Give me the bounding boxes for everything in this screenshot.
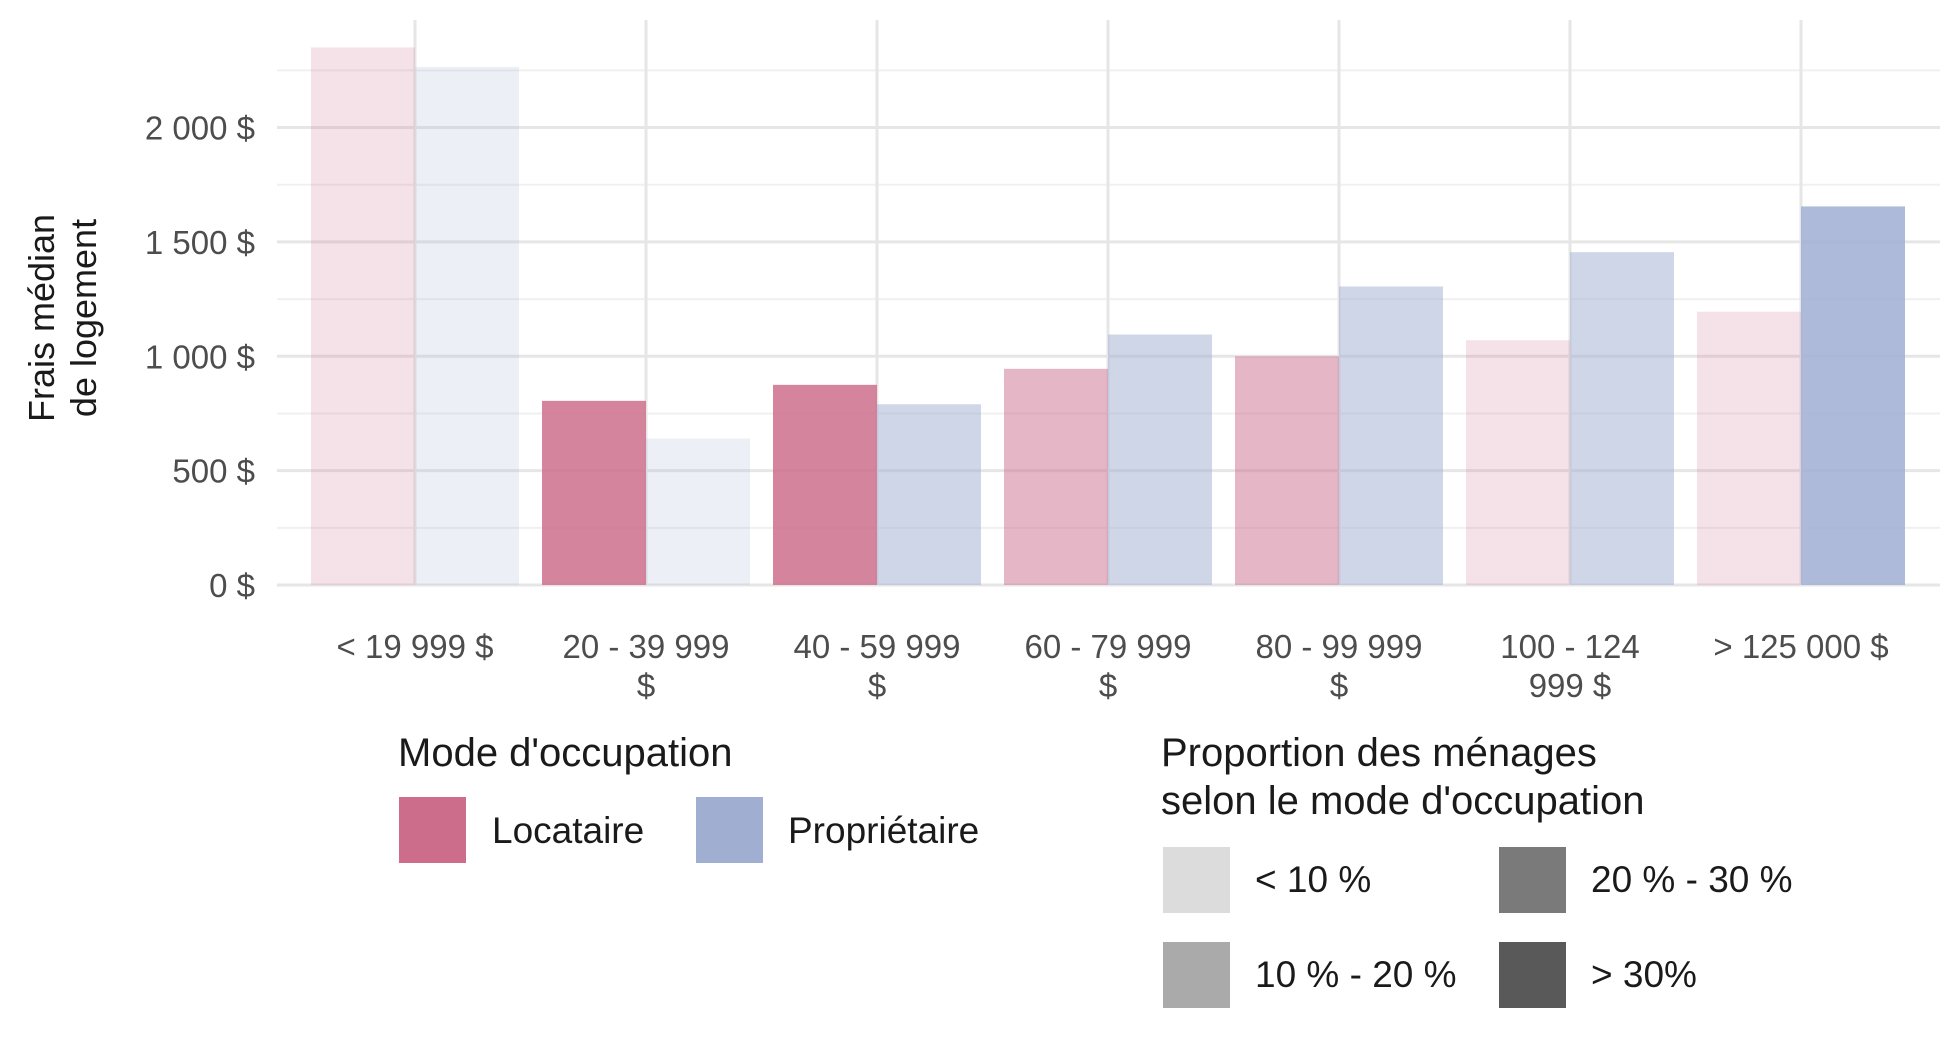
bar-locataire-6 bbox=[1697, 311, 1801, 585]
legend-label: Locataire bbox=[492, 810, 644, 851]
bar-locataire-1 bbox=[542, 400, 646, 585]
x-tick-label: 100 - 124 bbox=[1500, 628, 1639, 665]
y-tick-label: 1 000 $ bbox=[145, 338, 255, 375]
legend-proportion-label: 10 % - 20 % bbox=[1255, 954, 1457, 995]
x-tick-label: $ bbox=[1330, 667, 1348, 704]
x-tick-label: $ bbox=[637, 667, 655, 704]
bar-propri-taire-1 bbox=[646, 438, 750, 585]
y-axis: 0 $ 500 $ 1 000 $ 1 500 $ 2 000 $ bbox=[145, 110, 255, 605]
x-tick-label: $ bbox=[1099, 667, 1117, 704]
legend-swatch-locataire bbox=[399, 797, 466, 863]
legend-proportion-swatch bbox=[1163, 942, 1230, 1008]
bar-propri-taire-3 bbox=[1108, 334, 1212, 585]
legend-proportion-swatch bbox=[1499, 847, 1566, 913]
legend-proportion-title-line: Proportion des ménages bbox=[1161, 731, 1597, 775]
y-axis-title: Frais médian de logement bbox=[21, 214, 104, 422]
legend-proportion-swatch bbox=[1163, 847, 1230, 913]
y-tick-label: 2 000 $ bbox=[145, 110, 255, 147]
legend-proportion-label: 20 % - 30 % bbox=[1591, 859, 1793, 900]
x-tick-label: 60 - 79 999 bbox=[1025, 628, 1192, 665]
x-tick-label: 999 $ bbox=[1529, 667, 1612, 704]
bar-propri-taire-5 bbox=[1570, 252, 1674, 585]
bar-propri-taire-6 bbox=[1801, 206, 1905, 585]
bar-locataire-2 bbox=[773, 384, 877, 585]
y-tick-label: 0 $ bbox=[209, 567, 255, 604]
legend-proportion-title-line: selon le mode d'occupation bbox=[1161, 779, 1645, 823]
bar-propri-taire-0 bbox=[415, 66, 519, 586]
y-axis-title-line: Frais médian bbox=[21, 214, 62, 422]
y-tick-label: 1 500 $ bbox=[145, 224, 255, 261]
bars bbox=[311, 47, 1905, 586]
bar-locataire-4 bbox=[1235, 356, 1339, 585]
y-tick-label: 500 $ bbox=[172, 453, 255, 490]
y-axis-title-line: de logement bbox=[63, 219, 104, 417]
x-tick-label: 80 - 99 999 bbox=[1256, 628, 1423, 665]
bar-propri-taire-4 bbox=[1339, 286, 1443, 585]
x-axis: < 19 999 $20 - 39 999$40 - 59 999$60 - 7… bbox=[337, 628, 1889, 704]
legend-proportion-label: > 30% bbox=[1591, 954, 1697, 995]
x-tick-label: > 125 000 $ bbox=[1713, 628, 1888, 665]
x-tick-label: $ bbox=[868, 667, 886, 704]
legend-proportion-label: < 10 % bbox=[1255, 859, 1371, 900]
legend-swatch-proprietaire bbox=[696, 797, 763, 863]
bar-locataire-0 bbox=[311, 47, 415, 585]
legend-mode-occupation: Mode d'occupation Locataire Propriétaire bbox=[398, 731, 979, 863]
bar-locataire-3 bbox=[1004, 368, 1108, 585]
legend-label: Propriétaire bbox=[788, 810, 979, 851]
x-tick-label: 40 - 59 999 bbox=[794, 628, 961, 665]
bar-locataire-5 bbox=[1466, 340, 1570, 585]
legend-mode-title: Mode d'occupation bbox=[398, 731, 733, 775]
bar-propri-taire-2 bbox=[877, 404, 981, 585]
legend-proportion-swatch bbox=[1499, 942, 1566, 1008]
x-tick-label: 20 - 39 999 bbox=[563, 628, 730, 665]
x-tick-label: < 19 999 $ bbox=[337, 628, 494, 665]
